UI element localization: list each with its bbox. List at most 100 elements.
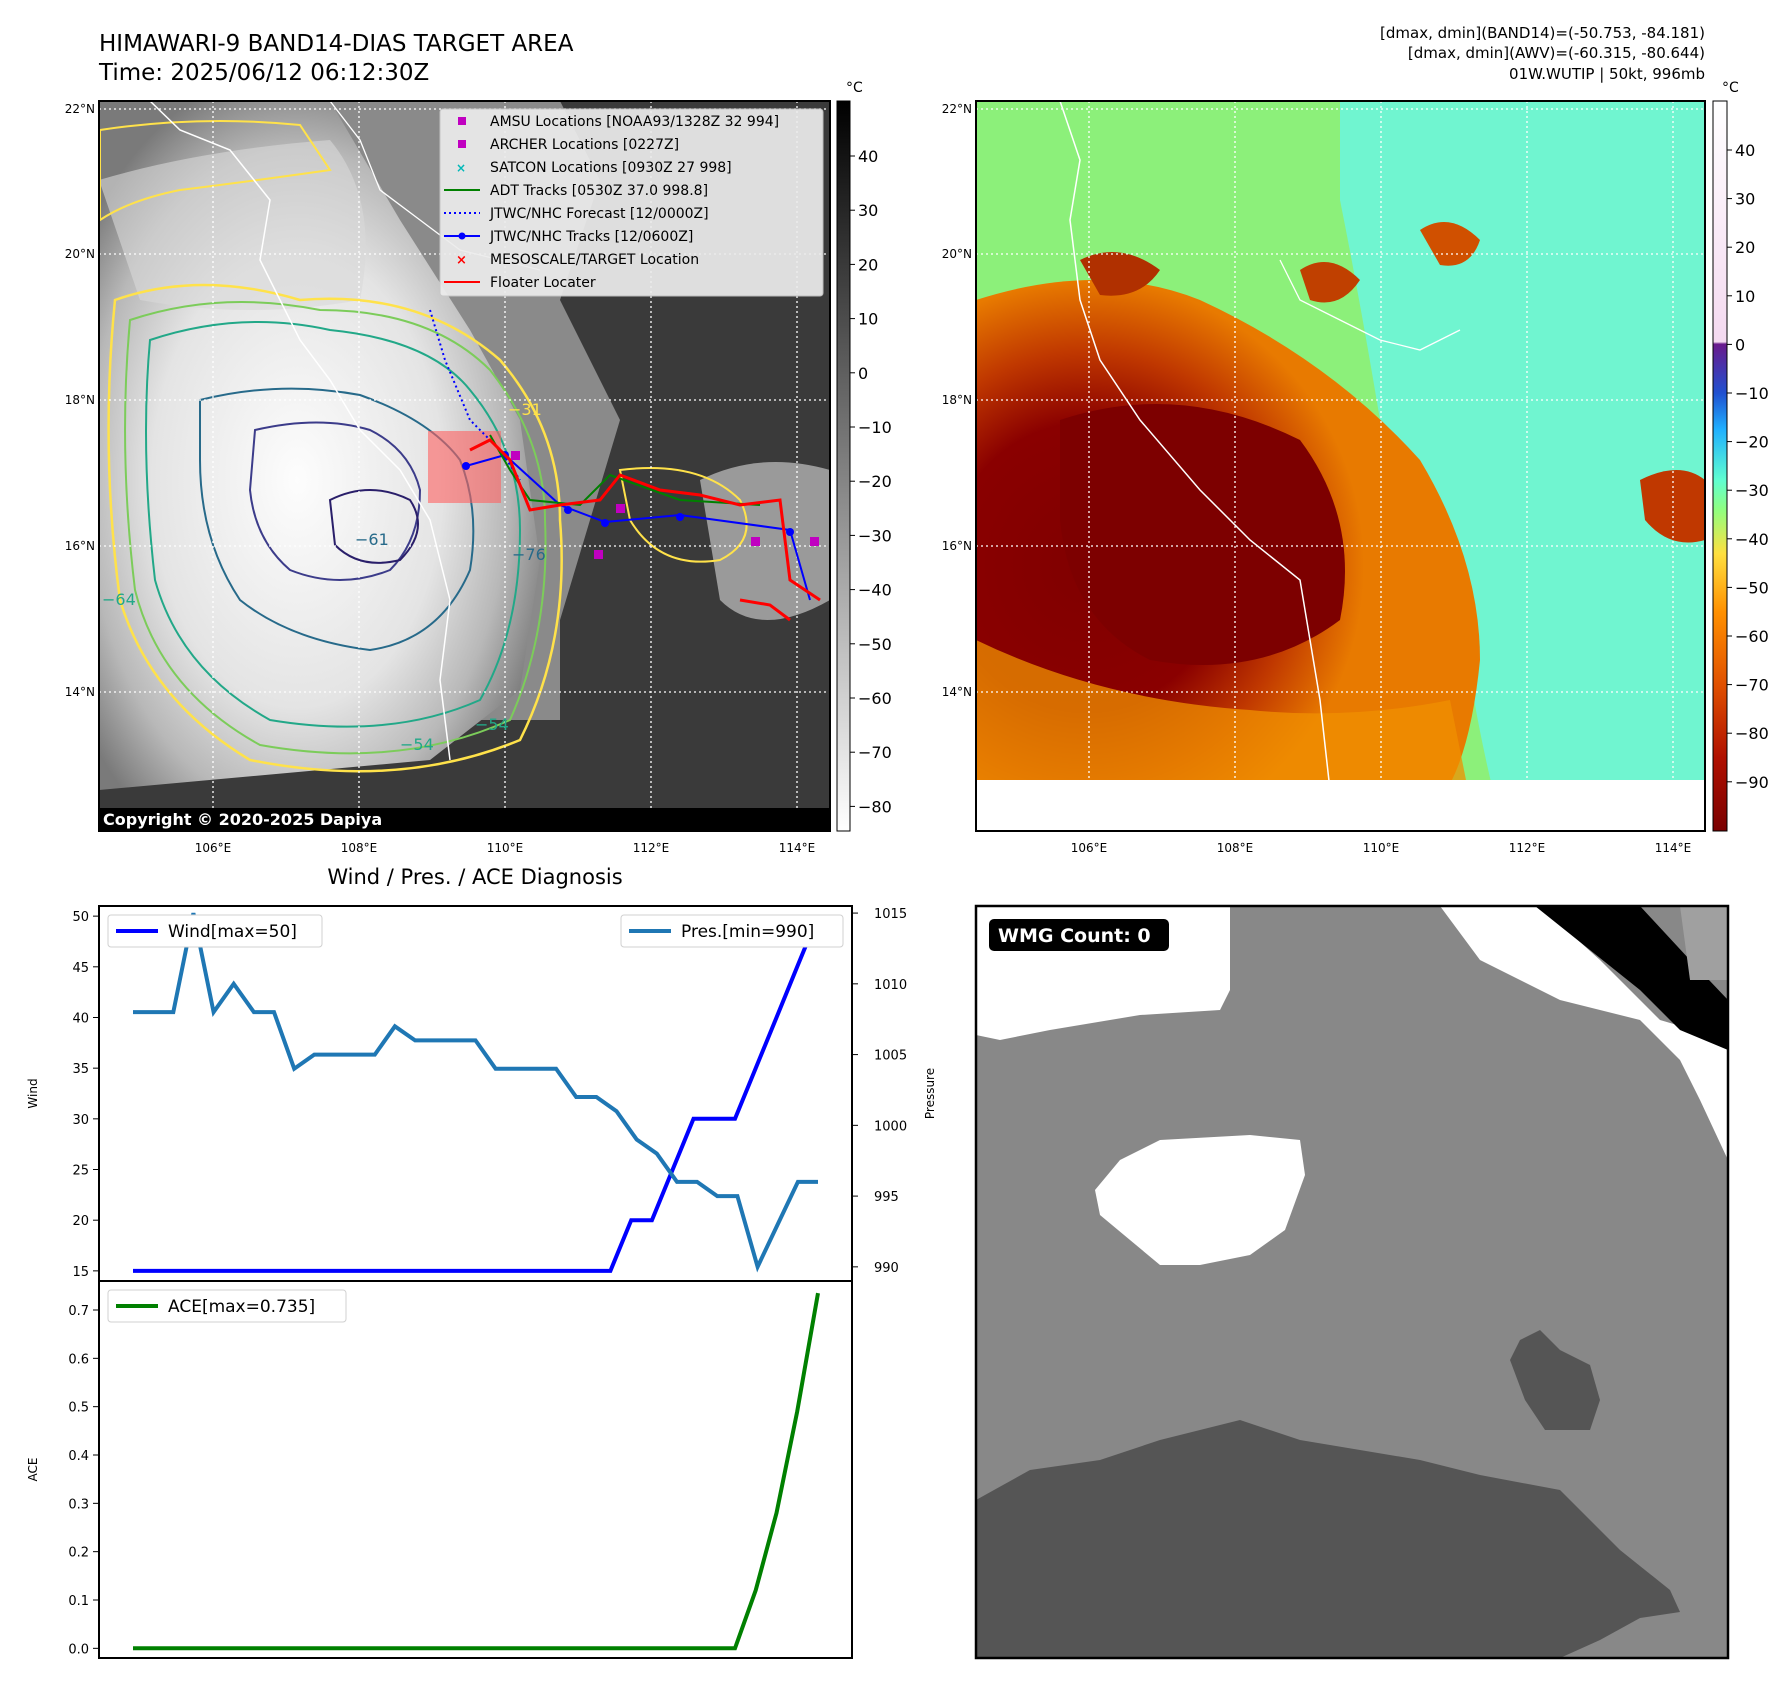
ir-map-panel: −31 −61 −76 −54 −54 −64 Copyright © 2020… [98, 100, 831, 832]
info-storm: 01W.WUTIP | 50kt, 996mb [1509, 65, 1705, 83]
lon-label: 110°E [1363, 841, 1400, 855]
lon-label: 106°E [1071, 841, 1108, 855]
series-line-0 [133, 915, 820, 1273]
colorbar-tick-label: 40 [858, 147, 878, 166]
y-tick-label: 1010 [874, 978, 907, 993]
legend-label: ACE[max=0.735] [168, 1297, 315, 1317]
y-tick-label: 0.0 [68, 1642, 89, 1657]
lat-label: 22°N [942, 102, 972, 116]
colorbar-tick-label: −40 [858, 581, 892, 600]
chart-legend [107, 914, 323, 948]
colorbar-tick-label: 40 [1735, 141, 1755, 160]
y-tick-label: 0.3 [68, 1497, 89, 1512]
wmg-count-label: WMG Count: 0 [998, 925, 1151, 947]
colorbar-tick-label: −70 [1735, 676, 1769, 695]
ir-colorbar-unit: °C [846, 80, 863, 96]
awv-map-panel [975, 100, 1706, 832]
y-tick-label: 25 [72, 1164, 89, 1179]
lon-label: 110°E [487, 841, 524, 855]
series-line-0 [133, 1292, 820, 1651]
y-tick-label: 50 [72, 910, 89, 925]
y-tick-label: 0.5 [68, 1401, 89, 1416]
lat-label: 16°N [942, 539, 972, 553]
ace-chart: 0.0 0.1 0.2 0.3 0.4 0.5 0.6 0.7 ACE ACE[max=0.735… [26, 1280, 853, 1659]
legend-jtwc-tracks: JTWC/NHC Tracks [12/0600Z] [489, 229, 693, 245]
svg-text:×: × [456, 161, 466, 175]
colorbar-tick-label: 0 [1735, 335, 1745, 354]
legend-label: Wind[max=50] [168, 922, 297, 942]
colorbar-tick-label: −70 [858, 743, 892, 762]
contour-label: −54 [475, 715, 509, 734]
lat-label: 18°N [65, 393, 95, 407]
y-tick-label: 35 [72, 1062, 89, 1077]
legend-amsu: AMSU Locations [NOAA93/1328Z 32 994] [490, 114, 779, 130]
lon-label: 114°E [1655, 841, 1692, 855]
lon-label: 114°E [779, 841, 816, 855]
lat-label: 20°N [65, 247, 95, 261]
colorbar-tick-label: 0 [858, 364, 868, 383]
lon-label: 108°E [341, 841, 378, 855]
y-tick-label: 0.4 [68, 1449, 89, 1464]
y-tick-label: 1015 [874, 907, 907, 922]
lat-label: 18°N [942, 393, 972, 407]
colorbar-tick-label: 30 [858, 201, 878, 220]
y-axis-label: ACE [26, 1458, 40, 1482]
lat-label: 20°N [942, 247, 972, 261]
colorbar-tick-label: −50 [858, 635, 892, 654]
lon-label: 108°E [1217, 841, 1254, 855]
info-awv-range: [dmax, dmin](AWV)=(-60.315, -80.644) [1408, 44, 1705, 62]
awv-colorbar-unit: °C [1722, 80, 1739, 96]
y-tick-label: 995 [874, 1190, 899, 1205]
colorbar-tick-label: −50 [1735, 578, 1769, 597]
y-tick-label: 0.1 [68, 1594, 89, 1609]
figure-time: Time: 2025/06/12 06:12:30Z [98, 60, 429, 86]
y-tick-label: 0.6 [68, 1352, 89, 1367]
lat-label: 14°N [65, 685, 95, 699]
ir-colorbar: °C 40 30 20 10 0 −10 −20 −30 −40 −50 −60 −70 −80 [836, 80, 892, 832]
chart-legend [107, 1289, 347, 1323]
y-tick-label: 1000 [874, 1119, 907, 1134]
y-tick-label: 40 [72, 1011, 89, 1026]
contour-label: −61 [355, 530, 389, 549]
colorbar-tick-label: −80 [1735, 724, 1769, 743]
lat-label: 22°N [65, 102, 95, 116]
copyright-label: Copyright © 2020-2025 Dapiya [103, 810, 382, 829]
colorbar-tick-label: −90 [1735, 773, 1769, 792]
wmg-panel: WMG Count: 0 [974, 904, 1730, 1660]
colorbar-tick-label: −10 [1735, 384, 1769, 403]
contour-label: −76 [512, 545, 546, 564]
lon-label: 106°E [195, 841, 232, 855]
series-line-0 [133, 912, 818, 1273]
chart-legend [620, 914, 844, 948]
colorbar-tick-label: −40 [1735, 530, 1769, 549]
lon-label: 112°E [633, 841, 670, 855]
y-tick-label: 1005 [874, 1049, 907, 1064]
legend-satcon: SATCON Locations [0930Z 27 998] [490, 160, 732, 176]
colorbar-tick-label: 10 [1735, 287, 1755, 306]
y-tick-label: 30 [72, 1113, 89, 1128]
colorbar-tick-label: 10 [858, 310, 878, 329]
legend-label: Pres.[min=990] [681, 922, 814, 942]
y-tick-label: 20 [72, 1214, 89, 1229]
colorbar-tick-label: −80 [858, 797, 892, 816]
info-band14-range: [dmax, dmin](BAND14)=(-50.753, -84.181) [1380, 24, 1705, 42]
colorbar-tick-label: −20 [1735, 433, 1769, 452]
lon-label: 112°E [1509, 841, 1546, 855]
svg-text:×: × [456, 253, 467, 268]
y-tick-label: 15 [72, 1265, 89, 1280]
awv-colorbar: °C 40 30 20 10 0 −10 −20 −30 −40 −50 −60 −70 −80 −90 [1712, 80, 1769, 832]
colorbar-tick-label: 20 [1735, 238, 1755, 257]
colorbar-tick-label: −10 [858, 418, 892, 437]
map-legend: × × AMSU Locations [NOAA93/1328Z 32 994]… [439, 108, 824, 297]
y-tick-label: 990 [874, 1261, 899, 1276]
contour-label: −31 [508, 400, 542, 419]
legend-jtwc-forecast: JTWC/NHC Forecast [12/0000Z] [489, 206, 709, 222]
colorbar-tick-label: −30 [858, 526, 892, 545]
colorbar-tick-label: −60 [1735, 627, 1769, 646]
figure-title: HIMAWARI-9 BAND14-DIAS TARGET AREA [99, 31, 574, 57]
legend-archer: ARCHER Locations [0227Z] [490, 137, 679, 153]
colorbar-tick-label: −60 [858, 689, 892, 708]
contour-label: −64 [102, 590, 136, 609]
legend-target: MESOSCALE/TARGET Location [490, 252, 699, 268]
